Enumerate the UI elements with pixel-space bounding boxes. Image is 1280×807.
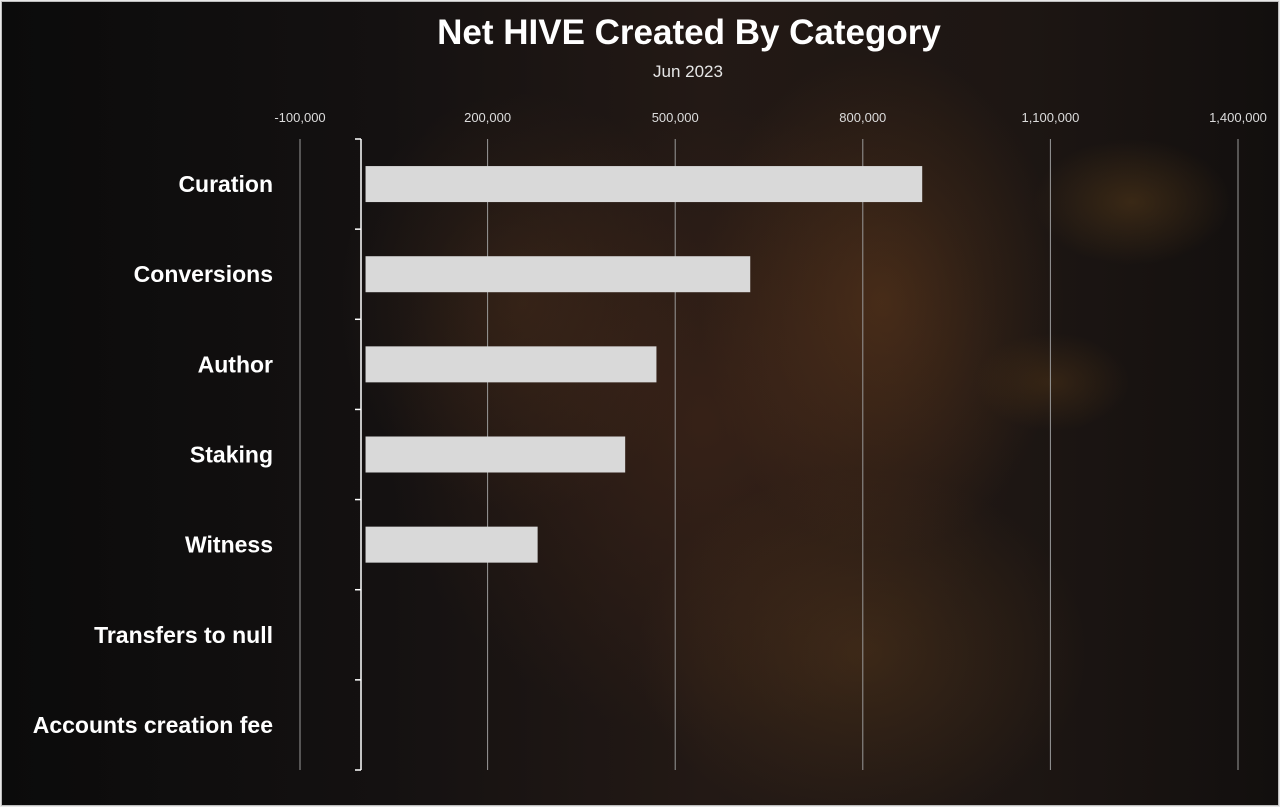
category-label: Conversions bbox=[134, 261, 273, 287]
x-tick-label: 1,400,000 bbox=[1209, 110, 1267, 125]
x-tick-label: 200,000 bbox=[464, 110, 511, 125]
category-label: Accounts creation fee bbox=[33, 712, 273, 738]
bar bbox=[365, 256, 751, 293]
category-labels: Curation Conversions Author Staking Witness T… bbox=[33, 171, 273, 738]
x-tick-label: 500,000 bbox=[652, 110, 699, 125]
category-axis bbox=[355, 138, 362, 771]
chart-subtitle: Jun 2023 bbox=[653, 62, 723, 81]
bar bbox=[365, 346, 657, 383]
category-label: Author bbox=[198, 351, 273, 377]
category-label: Staking bbox=[190, 442, 273, 468]
category-label: Transfers to null bbox=[94, 622, 273, 648]
x-tick-label: -100,000 bbox=[274, 110, 325, 125]
category-label: Curation bbox=[178, 171, 273, 197]
x-tick-label: 800,000 bbox=[839, 110, 886, 125]
bar bbox=[365, 436, 626, 473]
bar bbox=[365, 166, 923, 203]
x-tick-label: 1,100,000 bbox=[1021, 110, 1079, 125]
bars bbox=[365, 166, 923, 563]
category-label: Witness bbox=[185, 532, 273, 558]
chart-title: Net HIVE Created By Category bbox=[437, 13, 941, 52]
bar bbox=[365, 526, 538, 563]
x-axis-tick-labels: -100,000 200,000 500,000 800,000 1,100,000 1,… bbox=[274, 110, 1267, 125]
